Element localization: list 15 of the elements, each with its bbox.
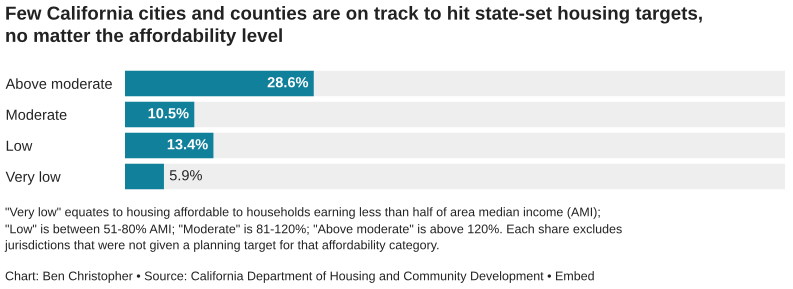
- y-tick-label: Very low: [6, 171, 61, 185]
- text: jurisdictions that were not given a planning target for that affordability category.: [4, 240, 438, 252]
- text: Chart: Ben Christopher • Source: California Department of Housing and Community Development • Embed: [6, 271, 594, 283]
- y-tick-label: Moderate: [6, 109, 67, 120]
- bar: [125, 132, 214, 158]
- y-tick-label: Above moderate: [6, 78, 112, 89]
- data-label: 10.5%: [148, 108, 189, 118]
- chart-title: Few California cities and counties are on track to hit state-set housing targets, no matter the affordability level: [6, 6, 702, 46]
- data-label: 28.6%: [268, 77, 308, 88]
- bar: [125, 164, 164, 190]
- y-tick-label: Low: [6, 140, 32, 151]
- text: "Low" is between 51-80% AMI; "Moderate" is 81-120%; "Above moderate" is above 120%. Each share excludes: [6, 224, 622, 235]
- text: "Very low" equates to housing affordable to households earning less than half of area median income (AMI);: [6, 207, 600, 219]
- data-label: 13.4%: [168, 139, 208, 150]
- data-label: 5.9%: [170, 170, 202, 180]
